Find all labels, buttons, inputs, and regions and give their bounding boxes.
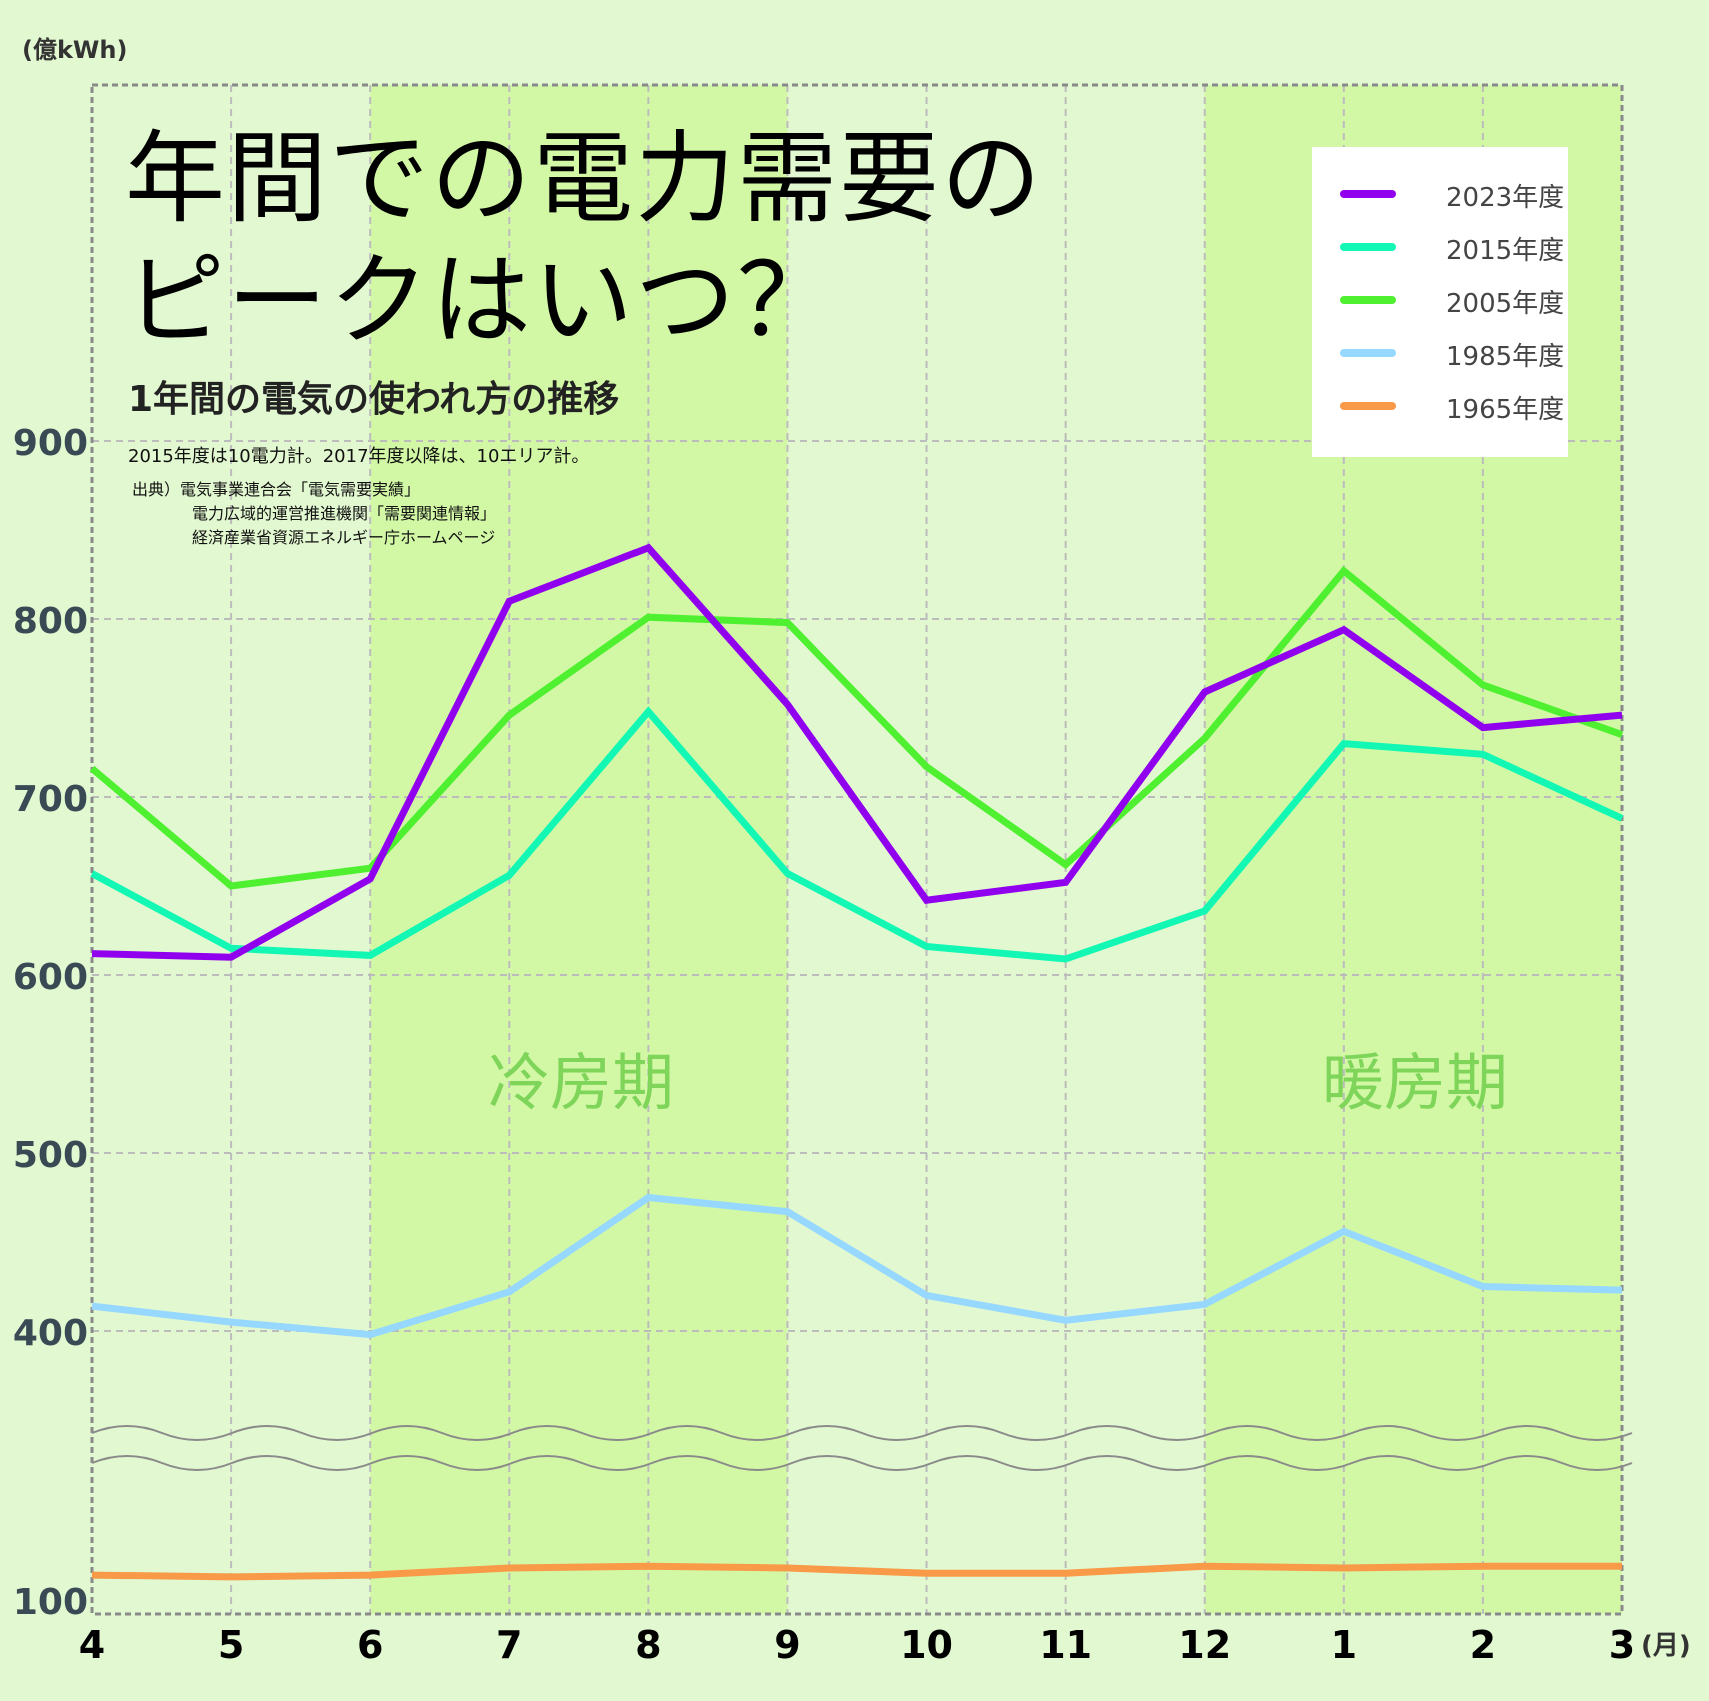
axis-break <box>91 1425 1633 1471</box>
series-line-1965年度 <box>91 1562 1622 1581</box>
x-tick-8: 8 <box>635 1623 661 1667</box>
y-tick-500: 500 <box>13 1135 88 1176</box>
legend-swatch <box>1340 402 1396 410</box>
y-tick-800: 800 <box>13 601 88 642</box>
legend-label: 1965年度 <box>1446 395 1565 425</box>
axis-break-wave-1 <box>91 1425 1633 1441</box>
chart-note: 2015年度は10電力計。2017年度以降は、10エリア計。 <box>128 446 590 467</box>
legend-label: 2015年度 <box>1446 236 1565 266</box>
legend: 2023年度 2015年度 2005年度 1985年度 1965年度 <box>1312 147 1568 457</box>
x-tick-2: 2 <box>1470 1623 1496 1667</box>
title-line-1: 年間での電力需要の <box>125 120 1043 237</box>
x-tick-4: 4 <box>79 1623 105 1667</box>
legend-swatch <box>1340 190 1396 198</box>
y-tick-100: 100 <box>13 1582 88 1623</box>
source-line-1: 出典）電気事業連合会「電気需要実績」 <box>132 480 421 499</box>
y-tick-600: 600 <box>13 957 88 998</box>
legend-label: 1985年度 <box>1446 342 1565 372</box>
x-tick-6: 6 <box>357 1623 383 1667</box>
legend-swatch <box>1340 243 1396 251</box>
x-tick-5: 5 <box>218 1623 244 1667</box>
x-tick-12: 12 <box>1178 1623 1231 1667</box>
series-line-1985年度 <box>91 1193 1623 1339</box>
y-tick-700: 700 <box>13 779 88 820</box>
x-tick-7: 7 <box>496 1623 522 1667</box>
legend-swatch <box>1340 349 1396 357</box>
x-tick-11: 11 <box>1039 1623 1092 1667</box>
chart-source: 出典）電気事業連合会「電気需要実績」 電力広域的運営推進機関「需要関連情報」 経… <box>132 478 496 550</box>
source-line-3: 経済産業省資源エネルギー庁ホームページ <box>192 528 496 547</box>
chart-subtitle: 1年間の電気の使われ方の推移 <box>128 379 620 420</box>
x-tick-10: 10 <box>900 1623 953 1667</box>
title-line-2: ピークはいつ？ <box>125 242 839 359</box>
shaded-period-1 <box>370 85 788 1614</box>
x-tick-1: 1 <box>1331 1623 1357 1667</box>
legend-swatch <box>1340 296 1396 304</box>
plot-frame <box>90 83 1624 1616</box>
legend-label: 2005年度 <box>1446 289 1565 319</box>
series-line-2015年度 <box>90 706 1624 963</box>
chart-title: 年間での電力需要の ピークはいつ？ <box>125 118 1043 362</box>
y-tick-400: 400 <box>13 1313 88 1354</box>
cooling-period-label: 冷房期 <box>488 1046 675 1119</box>
series-lines <box>89 543 1624 1581</box>
series-line-2005年度 <box>89 565 1624 890</box>
x-tick-9: 9 <box>774 1623 800 1667</box>
grid <box>90 83 1624 1616</box>
heating-period-label: 暖房期 <box>1322 1046 1509 1119</box>
y-axis-unit: (億kWh) <box>22 36 128 64</box>
series-line-2023年度 <box>91 543 1623 961</box>
x-tick-3: 3 <box>1609 1623 1635 1667</box>
x-axis-unit: (月) <box>1641 1631 1691 1661</box>
source-line-2: 電力広域的運営推進機関「需要関連情報」 <box>192 504 497 523</box>
axis-break-wave-2 <box>91 1455 1633 1471</box>
legend-label: 2023年度 <box>1446 183 1565 213</box>
y-tick-900: 900 <box>13 423 88 464</box>
